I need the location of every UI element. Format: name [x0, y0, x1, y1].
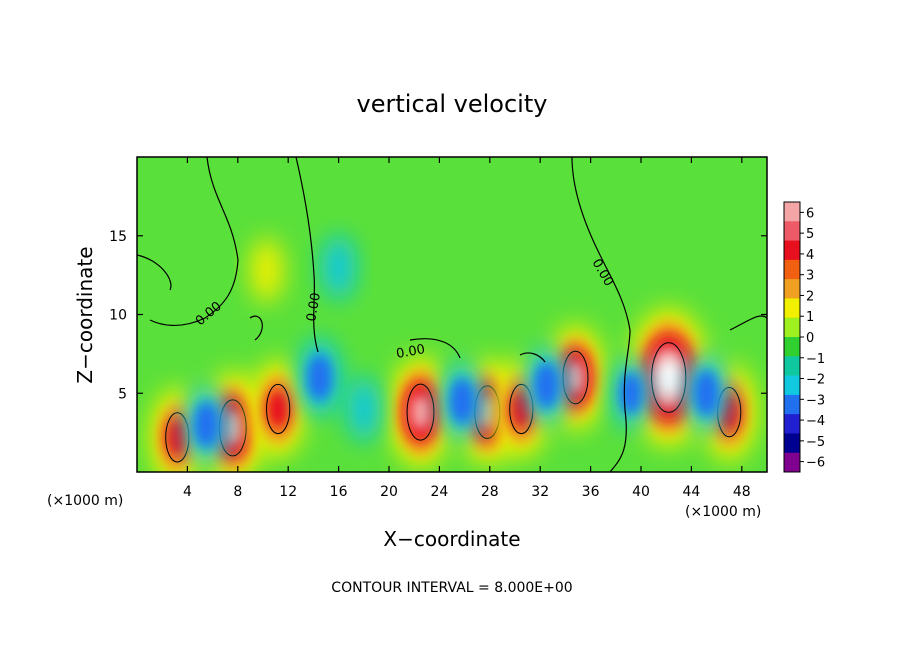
updraft-cell [250, 238, 284, 303]
colorbar-swatch [784, 375, 800, 396]
downdraft-cell [449, 378, 475, 424]
updraft-cell [266, 388, 290, 430]
velocity-field [149, 235, 757, 472]
x-tick-label: 4 [183, 484, 192, 500]
zero-contour [137, 254, 172, 291]
zero-contour [571, 157, 631, 472]
zero-contour [295, 157, 319, 353]
colorbar-swatch [784, 259, 800, 280]
colorbar-tick-label: 0 [806, 331, 814, 346]
x-tick-label: 12 [279, 484, 297, 500]
colorbar: 6 5 4 3 2 1 0 −1 −2 −3 −4 −5 −6 [783, 201, 825, 473]
colorbar-swatch [784, 279, 800, 299]
chart-title: vertical velocity [357, 90, 548, 118]
x-tick-label: 24 [430, 484, 448, 500]
y-axis: 5 10 15 [109, 229, 767, 402]
plot-area: 0.00 0.00 0.00 0.00 [137, 157, 767, 472]
downdraft-cell [534, 362, 559, 409]
zero-contour [249, 315, 263, 341]
downdraft-cell [347, 376, 381, 442]
y-tick-label: 5 [118, 386, 127, 402]
x-tick-label: 44 [682, 484, 700, 500]
downdraft-cell [694, 370, 719, 416]
updraft-cell [658, 359, 680, 396]
updraft-cell [222, 410, 243, 446]
contour-label: 0.00 [304, 292, 324, 323]
colorbar-swatch [784, 202, 800, 222]
zero-contour [729, 315, 767, 331]
x-axis-label: X−coordinate [383, 527, 520, 551]
contour-interval-note: CONTOUR INTERVAL = 8.000E+00 [331, 580, 572, 596]
colorbar-swatch [784, 433, 800, 454]
colorbar-swatch [784, 356, 800, 377]
colorbar-swatch [784, 317, 800, 338]
downdraft-cell [322, 235, 356, 300]
x-tick-label: 36 [582, 484, 600, 500]
colorbar-tick-label: 1 [806, 310, 814, 325]
inner-contour [266, 383, 291, 435]
x-tick-label: 8 [233, 484, 242, 500]
colorbar-tick-label: −1 [806, 352, 825, 367]
colorbar-swatch [784, 337, 800, 357]
colorbar-tick-label: 5 [806, 227, 814, 242]
updraft-cell [565, 360, 585, 395]
zero-contour [149, 157, 239, 326]
inner-contour [651, 342, 687, 413]
zero-contour [519, 352, 546, 363]
colorbar-swatch [784, 298, 800, 319]
x-tick-label: 28 [481, 484, 499, 500]
colorbar-swatch [784, 394, 800, 415]
colorbar-tick-label: 6 [806, 206, 814, 221]
colorbar-tick-label: 3 [806, 269, 814, 284]
updraft-cell [410, 394, 431, 430]
colorbar-tick-label: 2 [806, 289, 814, 304]
colorbar-tick-label: −6 [806, 456, 825, 471]
x-tick-label: 16 [330, 484, 348, 500]
x-unit-left: (×1000 m) [47, 493, 123, 509]
y-axis-label: Z−coordinate [73, 246, 97, 383]
colorbar-tick-label: −5 [806, 435, 825, 450]
colorbar-tick-label: 4 [806, 248, 814, 263]
colorbar-swatch [784, 452, 800, 473]
colorbar-tick-label: −4 [806, 414, 825, 429]
y-tick-label: 15 [109, 229, 127, 245]
x-tick-label: 48 [733, 484, 751, 500]
x-axis: 4 8 12 16 20 24 28 32 36 40 44 48 [183, 157, 751, 500]
downdraft-cell [307, 354, 332, 401]
colorbar-swatch [784, 221, 800, 242]
downdraft-cell [619, 372, 642, 415]
downdraft-cell [194, 402, 219, 448]
x-tick-label: 40 [632, 484, 650, 500]
x-tick-label: 20 [380, 484, 398, 500]
colorbar-swatch [784, 414, 800, 434]
updraft-cell [165, 417, 189, 458]
colorbar-swatch [784, 240, 800, 261]
zero-contour [409, 338, 461, 359]
contour-lines [137, 157, 767, 472]
y-tick-label: 10 [109, 308, 127, 324]
inner-contour [406, 383, 435, 441]
x-tick-label: 32 [531, 484, 549, 500]
colorbar-tick-label: −2 [806, 373, 825, 388]
contour-label: 0.00 [395, 342, 426, 362]
colorbar-tick-label: −3 [806, 393, 825, 408]
x-unit-right: (×1000 m) [685, 504, 761, 520]
